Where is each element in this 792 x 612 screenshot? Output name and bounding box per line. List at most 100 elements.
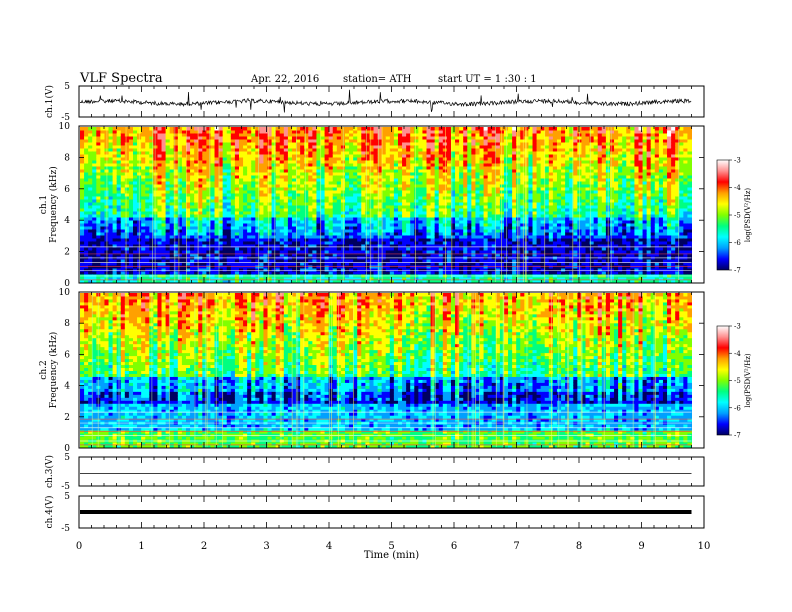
ch1-spectrogram-cell <box>361 238 366 242</box>
ch1-spectrogram-cell <box>214 262 220 266</box>
ch1-spectrogram-cell <box>275 262 281 266</box>
ch1-spectrogram-cell <box>210 169 216 173</box>
ch1-spectrogram-cell <box>88 148 93 152</box>
ch1-spectrogram-cell <box>304 217 309 221</box>
ch1-spectrogram-cell <box>357 184 362 188</box>
ch1-spectrogram-cell <box>120 232 126 236</box>
ch1-spectrogram-cell <box>153 217 158 221</box>
ch1-spectrogram-cell <box>198 166 203 170</box>
ch1-spectrogram-cell <box>96 202 101 206</box>
ch1-spectrogram-cell <box>157 166 163 170</box>
ch1-spectrogram-cell <box>450 169 456 173</box>
ch1-spectrogram-cell <box>410 187 415 191</box>
ch1-spectrogram-cell <box>393 157 399 161</box>
ch1-spectrogram-cell <box>283 277 289 281</box>
ch1-spectrogram-cell <box>100 280 105 284</box>
ch1-spectrogram-cell <box>353 133 358 137</box>
ch1-spectrogram-cell <box>287 226 293 230</box>
ch1-spectrogram-cell <box>112 208 118 212</box>
ch1-spectrogram-cell <box>222 148 228 152</box>
ch1-spectrogram-cell <box>450 280 456 284</box>
ch1-spectrogram-cell <box>210 235 216 239</box>
ch1-spectrogram-cell <box>165 259 171 263</box>
ch1-spectrogram-cell <box>251 259 256 263</box>
ch1-spectrogram-cell <box>422 157 428 161</box>
ch1-spectrogram-cell <box>418 223 423 227</box>
ch1-spectrogram-cell <box>296 154 301 158</box>
ch1-spectrogram-cell <box>116 205 122 209</box>
ch1-spectrogram-cell <box>157 172 163 176</box>
ch1-spectrogram-cell <box>320 277 326 281</box>
ch1-spectrogram-cell <box>344 196 350 200</box>
ch1-spectrogram-cell <box>312 268 317 272</box>
ch1-spectrogram-cell <box>397 232 403 236</box>
ch1-spectrogram-cell <box>402 277 407 281</box>
ch1-spectrogram-cell <box>84 184 89 188</box>
ch1-spectrogram-cell <box>332 247 338 251</box>
ch1-spectrogram-cell <box>406 148 411 152</box>
ch1-spectrogram-cell <box>385 172 391 176</box>
ch1-spectrogram-cell <box>153 175 158 179</box>
ch1-spectrogram-cell <box>247 139 252 143</box>
ch1-spectrogram-cell <box>198 160 203 164</box>
ch1-spectrogram-cell <box>251 133 256 137</box>
ch1-spectrogram-cell <box>202 214 207 218</box>
ch1-spectrogram-cell <box>328 130 334 134</box>
ch1-spectrogram-cell <box>377 235 383 239</box>
ch1-spectrogram-cell <box>438 133 444 137</box>
ch1-spectrogram-cell <box>357 160 362 164</box>
ch1-spectrogram-cell <box>128 202 134 206</box>
ch1-spectrogram-cell <box>234 241 240 245</box>
ch1-spectrogram-cell <box>230 142 236 146</box>
ch1-spectrogram-cell <box>275 277 281 281</box>
ch1-spectrogram-cell <box>336 193 342 197</box>
ch1-spectrogram-cell <box>369 217 375 221</box>
ch1-spectrogram-cell <box>324 205 330 209</box>
ch1-spectrogram-cell <box>308 271 313 275</box>
ch1-spectrogram-cell <box>377 226 383 230</box>
ch1-spectrogram-cell <box>450 211 456 215</box>
ch1-spectrogram-cell <box>84 208 89 212</box>
ch1-spectrogram-cell <box>80 127 85 131</box>
ch1-spectrogram-cell <box>455 193 460 197</box>
ch1-spectrogram-cell <box>116 280 122 284</box>
ch1-spectrogram-cell <box>438 277 444 281</box>
ch1-spectrogram-cell <box>169 238 175 242</box>
ch1-spectrogram-cell <box>222 262 228 266</box>
ch1-spectrogram-cell <box>92 136 97 140</box>
ch1-spectrogram-cell <box>112 202 118 206</box>
ch1-spectrogram-cell <box>259 160 264 164</box>
ch1-spectrogram-cell <box>267 211 273 215</box>
ch1-spectrogram-cell <box>324 190 330 194</box>
ch1-spectrogram-cell <box>226 244 232 248</box>
ch1-spectrogram-cell <box>96 160 101 164</box>
ch1-spectrogram-cell <box>194 139 199 143</box>
ch1-spectrogram-cell <box>198 148 203 152</box>
ch1-spectrogram-cell <box>397 238 403 242</box>
ch1-spectrogram-cell <box>80 220 85 224</box>
ch1-spectrogram-cell <box>353 277 358 281</box>
ch1-spectrogram-cell <box>446 247 452 251</box>
ch1-spectrogram-cell <box>92 235 97 239</box>
ch1-spectrogram-cell <box>124 277 130 281</box>
ch1-spectrogram-cell <box>389 217 395 221</box>
ch1-spectrogram-cell <box>324 211 330 215</box>
ch1-spectrogram-cell <box>344 232 350 236</box>
ch1-spectrogram-cell <box>438 187 444 191</box>
ch1-spectrogram-cell <box>430 127 436 131</box>
ch1-spectrogram-cell <box>459 259 464 263</box>
ch1-spectrogram-cell <box>385 232 391 236</box>
ch1-spectrogram-cell <box>410 262 415 266</box>
ch1-spectrogram-cell <box>133 208 138 212</box>
ch1-spectrogram-cell <box>344 220 350 224</box>
ch1-spectrogram-cell <box>247 163 252 167</box>
ch1-spectrogram-cell <box>247 229 252 233</box>
ch1-spectrogram-cell <box>426 181 432 185</box>
ch1-spectrogram-cell <box>234 127 240 131</box>
ch1-spectrogram-cell <box>100 136 105 140</box>
ch1-spectrogram-cell <box>243 154 248 158</box>
ch1-spectrogram-cell <box>291 202 297 206</box>
ch1-spectrogram-cell <box>243 235 248 239</box>
ch1-spectrogram-cell <box>120 247 126 251</box>
ch1-spectrogram-cell <box>365 163 370 167</box>
